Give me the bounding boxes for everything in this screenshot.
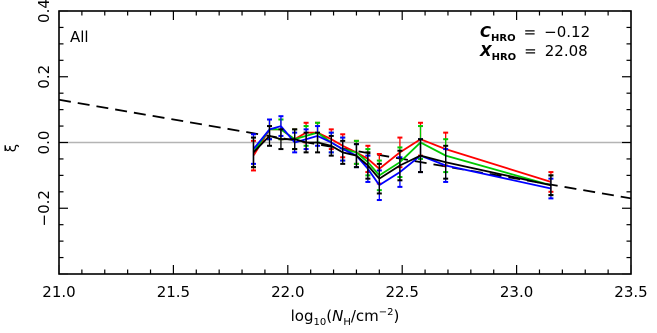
- x-axis-title-unit: /cm: [351, 307, 379, 325]
- x-axis-title-unit-sup: −2: [379, 307, 394, 318]
- x-axis-title: log10(NH/cm−2): [291, 307, 400, 328]
- annotation-x-hro-eq: =: [524, 42, 537, 60]
- series-layer: [250, 115, 554, 202]
- annotation-x-hro: XHRO = 22.08: [479, 42, 588, 63]
- x-tick-label: 21.5: [157, 283, 190, 301]
- y-tick-label: 0.4: [35, 0, 53, 23]
- y-axis-title: ξ: [2, 144, 20, 152]
- annotation-x-hro-value: 22.08: [545, 42, 588, 60]
- panel-label: All: [70, 28, 89, 46]
- x-axis-title-var-sub: H: [343, 317, 351, 328]
- annotation-c-hro-value: −0.12: [544, 23, 590, 41]
- x-tick-label: 21.0: [42, 283, 75, 301]
- y-tick-label: 0.0: [35, 131, 53, 155]
- x-tick-label: 23.0: [500, 283, 533, 301]
- x-tick-label: 23.5: [614, 283, 647, 301]
- annotation-c-hro-symbol: C: [480, 23, 491, 41]
- x-axis-title-paren-open: (: [326, 307, 332, 325]
- y-tick-label: 0.2: [35, 65, 53, 89]
- y-tick-label: −0.2: [35, 190, 53, 226]
- error-bar: [548, 174, 554, 197]
- x-axis-title-log: log: [291, 307, 314, 325]
- annotation-x-hro-sub: HRO: [492, 52, 517, 63]
- annotation-c-hro-sub: HRO: [491, 33, 516, 44]
- annotation-c-hro-eq: =: [524, 23, 537, 41]
- series-3: [250, 125, 554, 197]
- x-tick-label: 22.5: [385, 283, 418, 301]
- x-axis-title-var: N: [332, 307, 343, 325]
- series-line-3: [252, 134, 552, 187]
- tick-layer: 21.0 21.5 22.0 22.5 23.0 23.5 −0.2 0.0 0.2 0.4: [35, 0, 648, 301]
- annotation-x-hro-symbol: X: [479, 42, 493, 60]
- annotation-c-hro: CHRO = −0.12: [480, 23, 590, 44]
- x-tick-label: 22.0: [271, 283, 304, 301]
- x-axis-title-log-sub: 10: [313, 317, 326, 328]
- x-axis-title-paren-close: ): [394, 307, 400, 325]
